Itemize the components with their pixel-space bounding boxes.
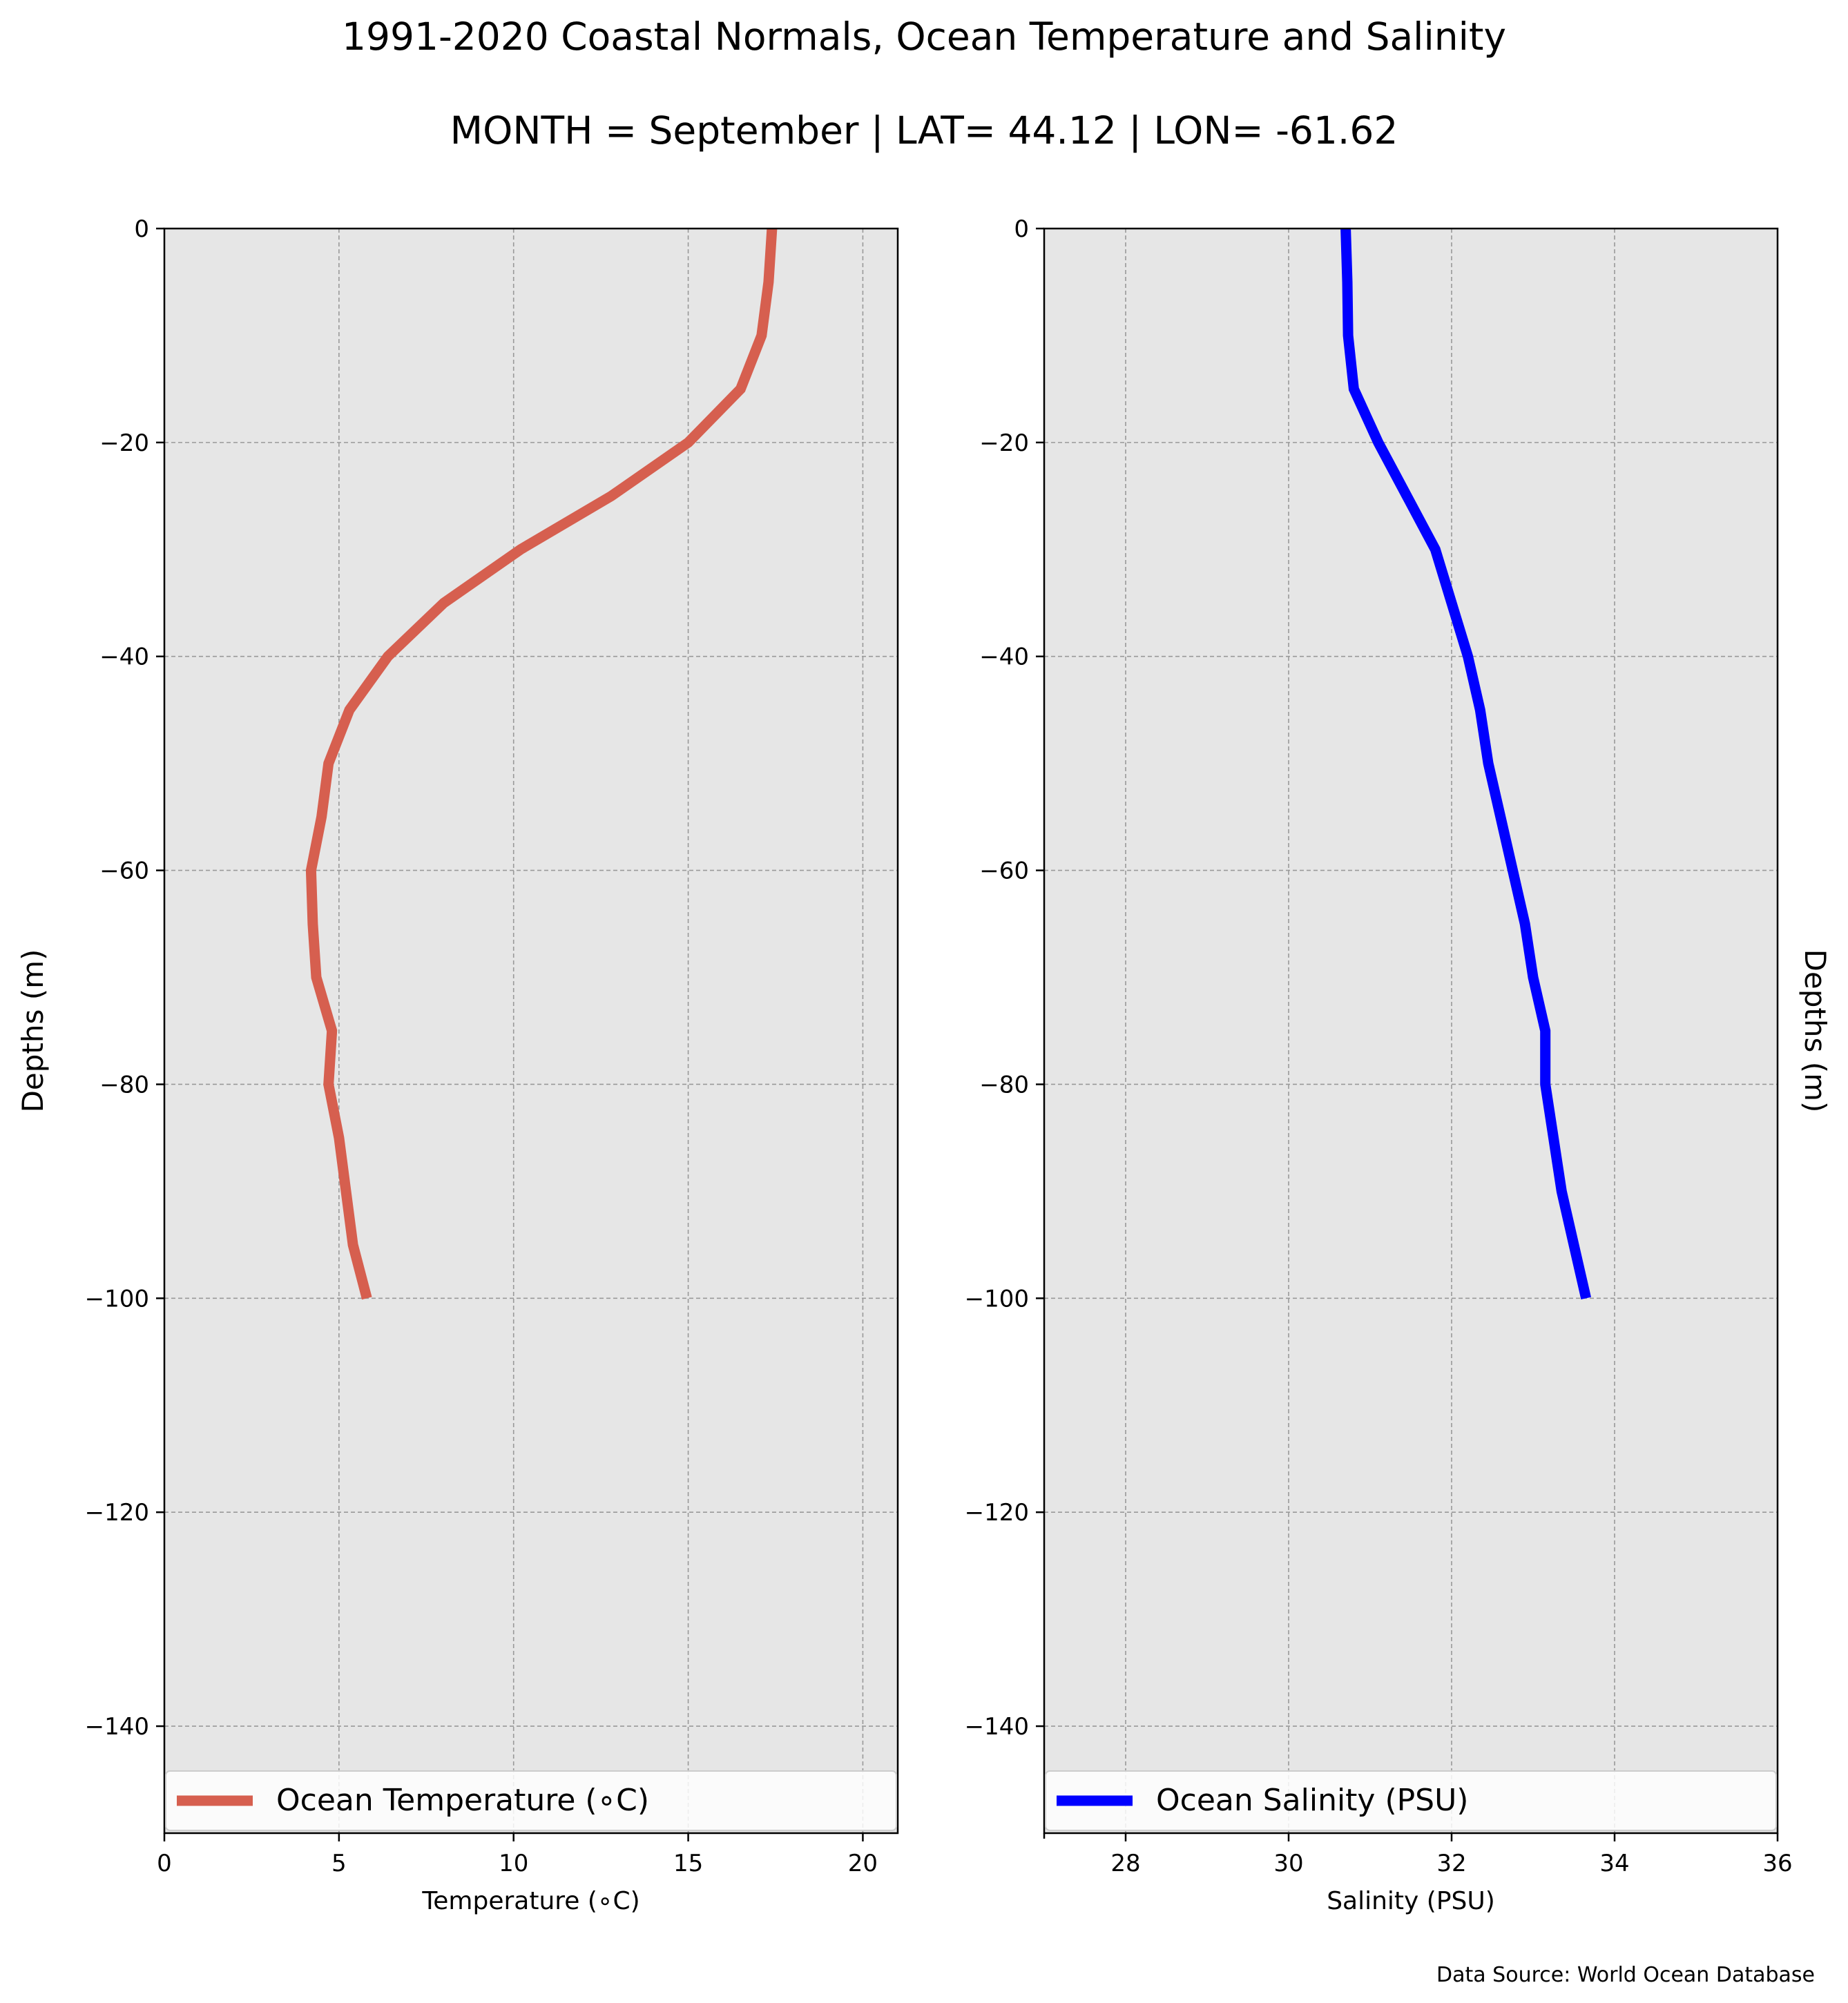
temp-y-tick-label: −80 <box>99 1071 149 1099</box>
salinity-panel: 28 30 32 34 36 0 −20 −40 −60 −80 −100 −120 −140 Salin… <box>965 215 1832 1915</box>
sal-legend-box <box>1045 1770 1777 1831</box>
sal-x-tick-label: 34 <box>1599 1850 1629 1877</box>
sal-legend: Ocean Salinity (PSU) <box>1045 1770 1777 1831</box>
temp-y-axis-label: Depths (m) <box>16 949 50 1113</box>
sal-y-tick-label: −60 <box>979 858 1029 885</box>
temp-x-tick-label: 5 <box>331 1850 347 1877</box>
temp-x-tick-label: 20 <box>848 1850 878 1877</box>
temp-y-tick-label: −60 <box>99 858 149 885</box>
sal-y-axis-label: Depths (m) <box>1798 949 1832 1113</box>
temp-y-tick-label: −40 <box>99 644 149 671</box>
temp-axes-frame <box>163 227 899 1835</box>
sal-y-tick-label: −40 <box>979 644 1029 671</box>
temp-legend-label: Ocean Temperature (∘C) <box>276 1783 649 1818</box>
chart-title: 1991-2020 Coastal Normals, Ocean Tempera… <box>342 14 1506 59</box>
temp-x-tick-label: 0 <box>157 1850 172 1877</box>
source-note: Data Source: World Ocean Database <box>1436 1963 1815 1987</box>
temp-legend: Ocean Temperature (∘C) <box>165 1770 897 1831</box>
temp-x-tick-label: 15 <box>673 1850 703 1877</box>
sal-legend-label: Ocean Salinity (PSU) <box>1156 1783 1468 1818</box>
temp-y-tick-label: −20 <box>99 429 149 457</box>
temp-y-tick-label: −140 <box>85 1713 149 1741</box>
sal-y-tick-label: −100 <box>965 1285 1029 1313</box>
temp-series-line <box>305 228 778 1300</box>
temperature-panel: 0 5 10 15 20 0 −20 −40 −60 −80 −100 −120 −140 Tempera… <box>16 215 899 1915</box>
sal-x-tick-label: 32 <box>1436 1850 1466 1877</box>
temp-legend-box <box>165 1770 897 1831</box>
temp-y-tick-label: 0 <box>134 215 149 243</box>
temp-y-tick-label: −120 <box>85 1499 149 1527</box>
sal-x-axis-label: Salinity (PSU) <box>1327 1887 1495 1915</box>
sal-y-tick-label: −80 <box>979 1071 1029 1099</box>
chart-subtitle: MONTH = September | LAT= 44.12 | LON= -6… <box>450 108 1398 153</box>
sal-x-tick-label: 28 <box>1110 1850 1140 1877</box>
temp-x-axis-label: Temperature (∘C) <box>421 1887 639 1915</box>
sal-y-tick-label: −20 <box>979 429 1029 457</box>
temp-x-tick-label: 10 <box>499 1850 528 1877</box>
sal-x-tick-label: 36 <box>1762 1850 1792 1877</box>
sal-y-tick-label: −120 <box>965 1499 1029 1527</box>
sal-x-tick-label: 30 <box>1273 1850 1303 1877</box>
sal-series-line <box>1340 228 1592 1299</box>
sal-axes-frame <box>1043 227 1779 1835</box>
temp-y-tick-label: −100 <box>85 1285 149 1313</box>
temp-axes-background <box>164 229 898 1833</box>
sal-y-tick-label: −140 <box>965 1713 1029 1741</box>
sal-y-tick-label: 0 <box>1014 215 1029 243</box>
sal-axes-background <box>1044 229 1778 1833</box>
